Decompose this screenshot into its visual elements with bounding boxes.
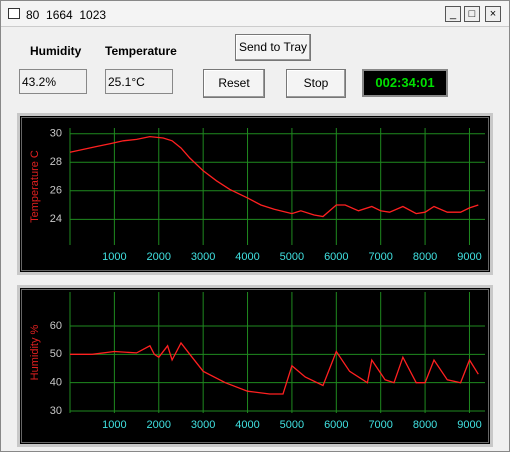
y-tick-label: 40 (50, 377, 62, 389)
x-tick-label: 4000 (235, 251, 259, 263)
humidity-label: Humidity (30, 44, 82, 58)
temperature-chart: 24 26 28 30 1000 2000 3000 4000 5000 6000 7000 8000… (17, 113, 493, 275)
minimize-button[interactable]: _ (445, 6, 461, 22)
x-tick-label: 1000 (102, 251, 126, 263)
data-line (69, 135, 479, 218)
x-tick-label: 5000 (280, 419, 304, 431)
x-tick-label: 8000 (413, 419, 437, 431)
y-tick-label: 24 (50, 213, 62, 225)
y-tick-label: 30 (50, 405, 62, 417)
app-icon (8, 8, 20, 19)
close-button[interactable]: × (485, 6, 501, 22)
x-tick-label: 6000 (324, 251, 348, 263)
send-to-tray-button[interactable]: Send to Tray (235, 34, 311, 61)
y-axis-title: Temperature C (29, 150, 41, 223)
y-tick-label: 60 (50, 320, 62, 332)
x-tick-label: 2000 (147, 419, 171, 431)
x-tick-label: 7000 (368, 419, 392, 431)
window-title: 80 1664 1023 (26, 8, 107, 22)
reset-button[interactable]: Reset (203, 69, 265, 98)
y-tick-label: 28 (50, 156, 62, 168)
y-axis-title: Humidity % (29, 324, 41, 380)
stop-button[interactable]: Stop (286, 69, 346, 98)
x-tick-label: 9000 (457, 251, 481, 263)
temperature-label: Temperature (105, 44, 177, 58)
x-tick-label: 3000 (191, 251, 215, 263)
timer: 002:34:01 (362, 69, 448, 97)
y-tick-label: 26 (50, 185, 62, 197)
x-tick-label: 7000 (368, 251, 392, 263)
chart-frame (17, 285, 493, 447)
y-tick-label: 30 (50, 128, 62, 140)
x-tick-label: 1000 (102, 419, 126, 431)
x-tick-label: 3000 (191, 419, 215, 431)
maximize-button[interactable]: □ (464, 6, 480, 22)
y-tick-label: 50 (50, 348, 62, 360)
chart-inner-border (21, 289, 489, 443)
chart-inner-border (21, 117, 489, 271)
temperature-field: 25.1°C (105, 69, 173, 94)
x-tick-label: 6000 (324, 419, 348, 431)
humidity-field: 43.2% (19, 69, 87, 94)
x-tick-label: 2000 (147, 251, 171, 263)
chart-frame (17, 113, 493, 275)
x-tick-label: 9000 (457, 419, 481, 431)
x-tick-label: 8000 (413, 251, 437, 263)
x-tick-label: 4000 (235, 419, 259, 431)
title-bar (1, 1, 509, 27)
humidity-chart: 30 40 50 60 1000 2000 3000 4000 5000 6000 7000 8000… (17, 285, 493, 447)
x-tick-label: 5000 (280, 251, 304, 263)
data-line (70, 341, 479, 395)
